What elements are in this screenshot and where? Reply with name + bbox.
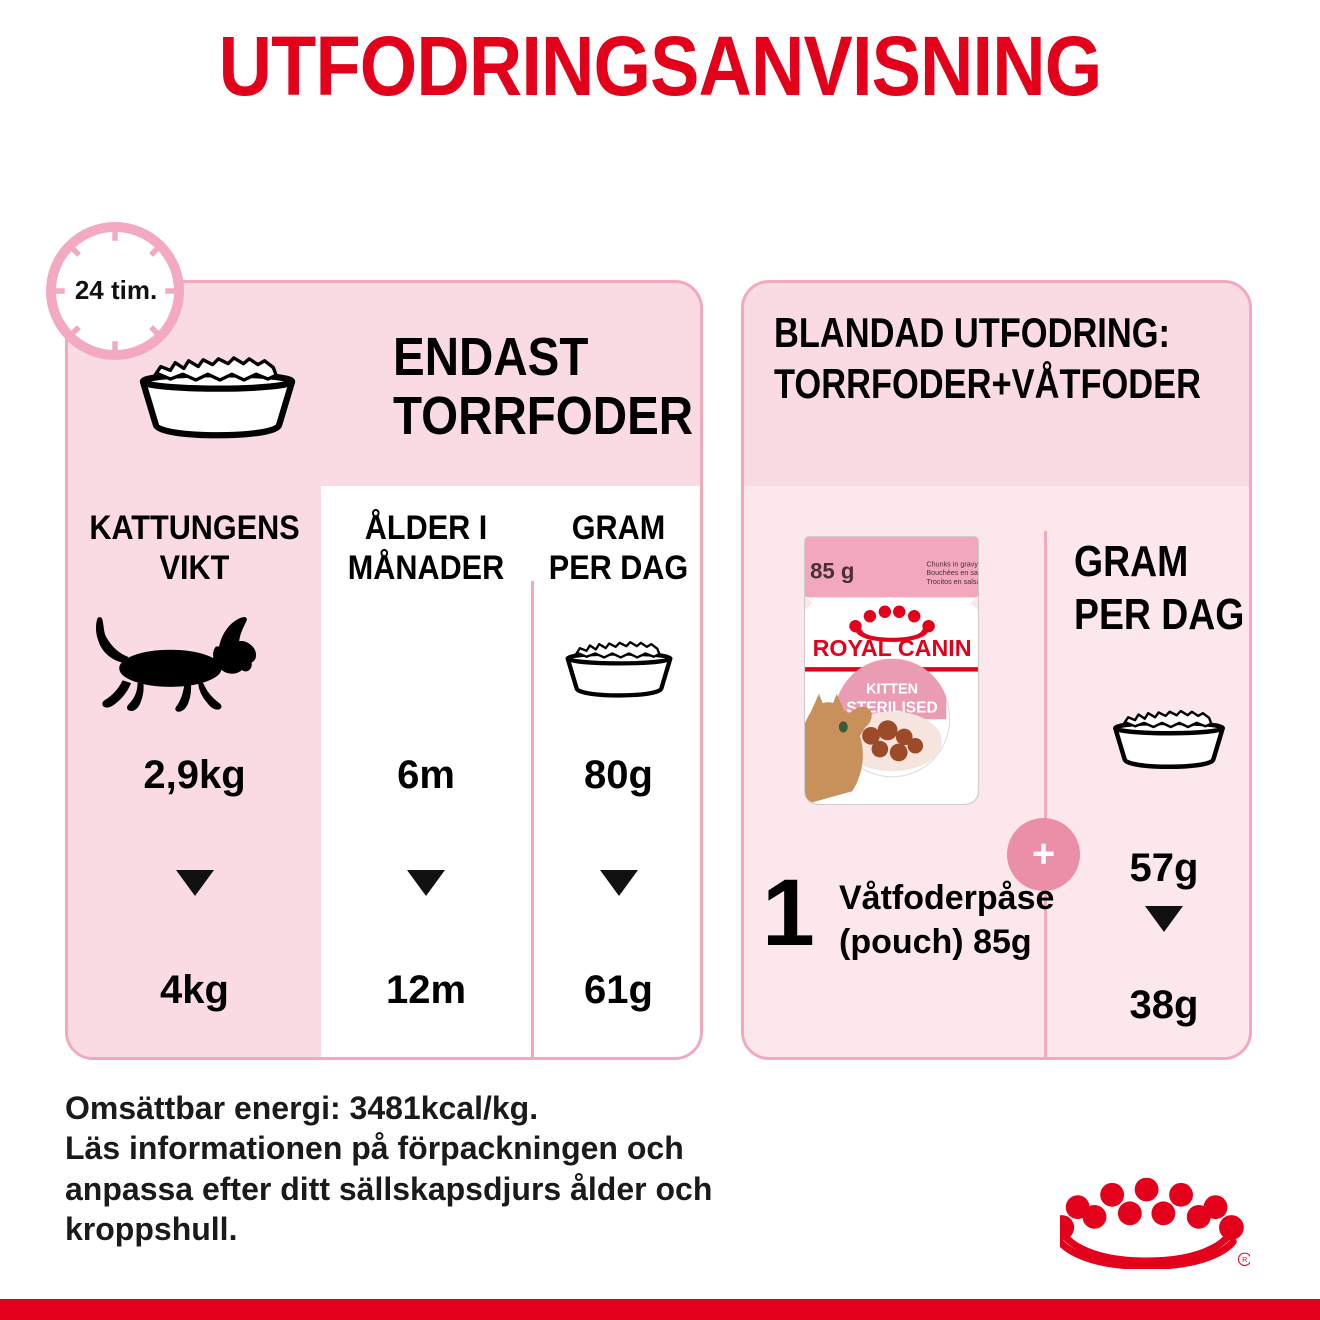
svg-text:R: R: [1242, 1257, 1247, 1264]
svg-text:24 tim.: 24 tim.: [75, 275, 157, 305]
